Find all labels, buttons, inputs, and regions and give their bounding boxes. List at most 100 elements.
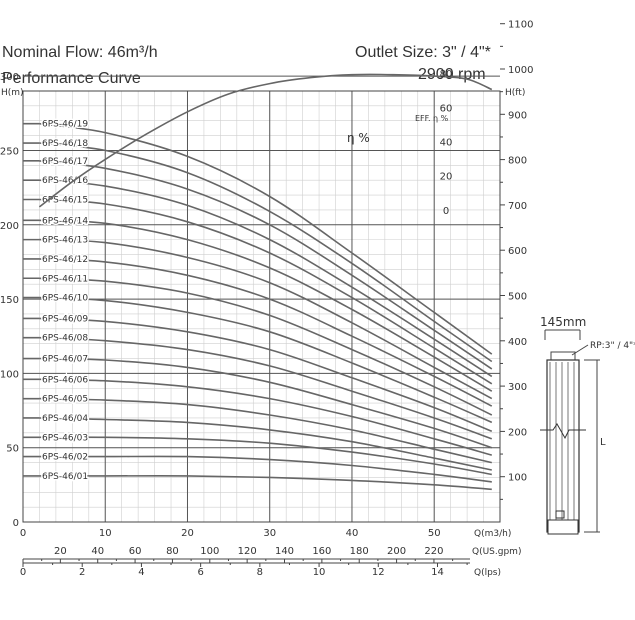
curve-label-6ps-46/14: 6PS-46/14 [42,216,88,226]
right-tick-label: 1000 [508,65,533,76]
y-tick-label: 200 [0,221,19,232]
right-tick-label: 900 [508,110,527,121]
curve-label-6ps-46/12: 6PS-46/12 [42,255,88,265]
curve-label-6ps-46/03: 6PS-46/03 [42,433,88,443]
lps-tick-label: 10 [313,567,326,578]
efficiency-tick-label: 20 [440,172,453,183]
right-tick-label: 400 [508,337,527,348]
usgpm-tick-label: 180 [350,546,369,557]
performance-curve-6ps-46/15 [39,198,493,385]
performance-curve-6ps-46/17 [39,160,493,370]
pump-base-detail [555,510,565,519]
performance-curve-6ps-46/18 [39,142,493,363]
performance-curve-6ps-46/14 [39,219,493,392]
usgpm-axis-label: Q(US.gpm) [472,547,521,557]
performance-curve-6ps-46/01 [39,475,492,491]
usgpm-tick-label: 140 [275,546,294,557]
performance-curve-6ps-46/16 [39,179,493,378]
curve-label-6ps-46/04: 6PS-46/04 [42,414,88,424]
pump-base [547,519,579,535]
curve-label-6ps-46/07: 6PS-46/07 [42,355,88,365]
pump-drawing [540,329,600,535]
pump-outlet-head [550,351,576,361]
usgpm-tick-label: 100 [200,546,219,557]
curve-label-6ps-46/18: 6PS-46/18 [42,139,88,149]
lps-tick-label: 8 [257,567,263,578]
lps-tick-label: 4 [138,567,144,578]
nominal-flow-title: Nominal Flow: 46m³/h [2,44,158,61]
curve-label-6ps-46/06: 6PS-46/06 [42,375,88,385]
efficiency-axis-label: EFF. η % [415,114,449,123]
usgpm-tick-label: 40 [91,546,104,557]
x-tick-label: 40 [346,528,359,539]
curve-label-6ps-46/09: 6PS-46/09 [42,314,88,324]
pump-width-label: 145mm [540,315,586,329]
usgpm-tick-label: 160 [312,546,331,557]
outlet-size-title: Outlet Size: 3" / 4"* [355,44,491,61]
performance-curve-6ps-46/19 [39,122,493,355]
x-tick-label: 20 [181,528,194,539]
y-tick-label: 0 [13,518,19,529]
lps-tick-label: 14 [431,567,444,578]
plot-frame [22,90,501,523]
lps-tick-label: 0 [20,567,26,578]
curve-label-6ps-46/02: 6PS-46/02 [42,453,88,463]
efficiency-tick-label: 60 [440,103,453,114]
right-tick-label: 800 [508,156,527,167]
curve-label-6ps-46/01: 6PS-46/01 [42,472,88,482]
performance-curve-6ps-46/04 [39,417,492,471]
x-tick-label: 50 [428,528,441,539]
performance-curve-title: Performance Curve [2,70,141,87]
efficiency-tick-label: 40 [440,138,453,149]
right-tick-label: 700 [508,201,527,212]
y-tick-label: 50 [6,444,19,455]
efficiency-tick-label: 0 [443,206,449,217]
curve-label-6ps-46/10: 6PS-46/10 [42,294,88,304]
right-tick-label: 100 [508,473,527,484]
performance-curve-6ps-46/09 [39,317,493,433]
curve-label-6ps-46/17: 6PS-46/17 [42,157,88,167]
performance-curve-6ps-46/06 [39,378,493,456]
curve-label-6ps-46/19: 6PS-46/19 [42,120,88,130]
usgpm-tick-label: 20 [54,546,67,557]
pump-outlet-leader [571,344,589,356]
usgpm-tick-label: 60 [129,546,142,557]
pump-length-label: L [600,437,606,448]
performance-curve-6ps-46/07 [39,357,493,449]
curve-label-6ps-46/05: 6PS-46/05 [42,395,88,405]
usgpm-tick-label: 220 [424,546,443,557]
performance-curve-6ps-46/08 [39,336,493,440]
y-tick-label: 100 [0,369,19,380]
usgpm-tick-label: 120 [238,546,257,557]
performance-curve-6ps-46/12 [39,258,493,407]
performance-curve-6ps-46/03 [39,436,492,476]
efficiency-tick-label: 80 [440,69,453,80]
y-axis-label: H(m) [1,88,24,98]
performance-curve-6ps-46/10 [39,296,493,424]
lps-tick-label: 2 [79,567,85,578]
curve-label-6ps-46/16: 6PS-46/16 [42,176,88,186]
x-axis-label: Q(m3/h) [474,529,511,539]
performance-curve-6ps-46/02 [39,455,492,483]
pump-break-mark [540,423,586,440]
curve-label-6ps-46/08: 6PS-46/08 [42,334,88,344]
performance-curve-6ps-46/05 [39,397,492,464]
efficiency-curve-label: η % [347,131,370,145]
pump-outlet-label: RP:3" / 4"* [590,341,635,351]
right-tick-label: 500 [508,292,527,303]
x-tick-label: 10 [99,528,112,539]
curve-label-6ps-46/13: 6PS-46/13 [42,236,88,246]
efficiency-curve [38,73,493,208]
right-axis-label: H(ft) [505,88,525,98]
y-tick-label: 150 [0,295,19,306]
y-tick-label: 300 [0,72,19,83]
lps-tick-label: 12 [372,567,385,578]
x-tick-label: 30 [263,528,276,539]
right-tick-label: 300 [508,382,527,393]
lps-tick-label: 6 [197,567,203,578]
performance-curve-6ps-46/11 [39,277,493,416]
x-tick-label: 0 [20,528,26,539]
curve-label-6ps-46/11: 6PS-46/11 [42,274,88,284]
right-tick-label: 200 [508,427,527,438]
